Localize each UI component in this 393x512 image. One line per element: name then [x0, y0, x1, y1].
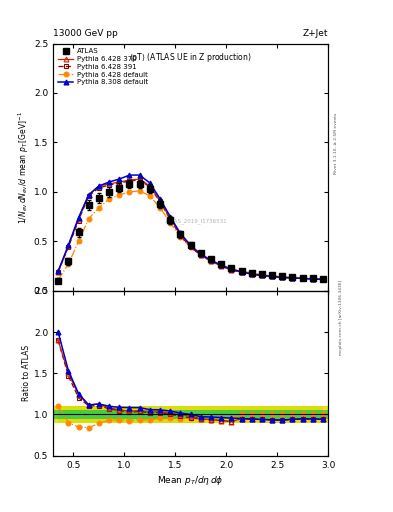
Bar — [140, 406, 160, 423]
Bar — [272, 406, 292, 423]
Bar — [242, 410, 262, 419]
Bar — [140, 410, 160, 419]
Bar — [180, 410, 201, 419]
Bar — [313, 406, 333, 423]
Bar — [231, 406, 252, 423]
Bar — [303, 406, 323, 423]
Bar — [150, 410, 170, 419]
Text: Rivet 3.1.10, ≥ 2.5M events: Rivet 3.1.10, ≥ 2.5M events — [334, 113, 338, 174]
Bar — [221, 410, 242, 419]
Y-axis label: $1/N_{ev}\, dN_{ev}/d$ mean $p_T\, [\mathrm{GeV}]^{-1}$: $1/N_{ev}\, dN_{ev}/d$ mean $p_T\, [\mat… — [17, 111, 31, 224]
Bar — [201, 406, 221, 423]
Bar — [262, 410, 282, 419]
Bar — [292, 406, 313, 423]
Bar — [313, 410, 333, 419]
Bar — [191, 410, 211, 419]
Bar — [109, 406, 129, 423]
Bar — [119, 406, 140, 423]
Bar — [109, 410, 129, 419]
Bar — [68, 410, 89, 419]
Bar — [303, 410, 323, 419]
Bar — [170, 406, 191, 423]
Text: 13000 GeV pp: 13000 GeV pp — [53, 29, 118, 38]
Bar — [160, 410, 180, 419]
Bar — [252, 406, 272, 423]
Bar — [48, 406, 68, 423]
Bar — [48, 410, 68, 419]
Bar — [89, 410, 109, 419]
Bar — [282, 406, 303, 423]
Text: Z+Jet: Z+Jet — [303, 29, 328, 38]
Bar — [79, 406, 99, 423]
Text: $\langle$pT$\rangle$ (ATLAS UE in Z production): $\langle$pT$\rangle$ (ATLAS UE in Z prod… — [129, 51, 252, 64]
Bar — [211, 410, 231, 419]
Bar — [150, 406, 170, 423]
Bar — [262, 406, 282, 423]
X-axis label: Mean $p_T/d\eta\, d\phi$: Mean $p_T/d\eta\, d\phi$ — [157, 474, 224, 487]
Bar — [292, 410, 313, 419]
Bar — [272, 410, 292, 419]
Bar — [211, 406, 231, 423]
Legend: ATLAS, Pythia 6.428 370, Pythia 6.428 391, Pythia 6.428 default, Pythia 8.308 de: ATLAS, Pythia 6.428 370, Pythia 6.428 39… — [57, 47, 149, 87]
Bar — [58, 410, 79, 419]
Bar — [282, 410, 303, 419]
Bar — [252, 410, 272, 419]
Bar — [119, 410, 140, 419]
Bar — [201, 410, 221, 419]
Bar — [191, 406, 211, 423]
Bar — [79, 410, 99, 419]
Text: ATLAS_2019_I1736531: ATLAS_2019_I1736531 — [165, 219, 228, 224]
Bar — [129, 410, 150, 419]
Bar — [221, 406, 242, 423]
Bar — [170, 410, 191, 419]
Bar — [242, 406, 262, 423]
Bar — [89, 406, 109, 423]
Bar — [99, 410, 119, 419]
Text: mcplots.cern.ch [arXiv:1306.3436]: mcplots.cern.ch [arXiv:1306.3436] — [339, 280, 343, 355]
Bar — [58, 406, 79, 423]
Bar — [231, 410, 252, 419]
Bar — [129, 406, 150, 423]
Bar — [68, 406, 89, 423]
Bar — [180, 406, 201, 423]
Y-axis label: Ratio to ATLAS: Ratio to ATLAS — [22, 345, 31, 401]
Bar — [160, 406, 180, 423]
Bar — [99, 406, 119, 423]
